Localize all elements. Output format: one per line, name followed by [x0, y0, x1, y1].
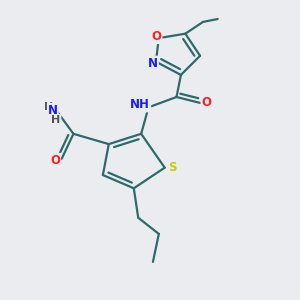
Text: S: S: [168, 161, 176, 174]
Text: O: O: [152, 30, 161, 43]
Text: N: N: [148, 57, 158, 70]
Text: O: O: [202, 96, 212, 109]
Text: NH: NH: [130, 98, 150, 111]
Text: O: O: [50, 154, 60, 167]
Text: H: H: [51, 115, 60, 125]
Text: N: N: [48, 104, 58, 117]
Text: H: H: [44, 102, 53, 112]
